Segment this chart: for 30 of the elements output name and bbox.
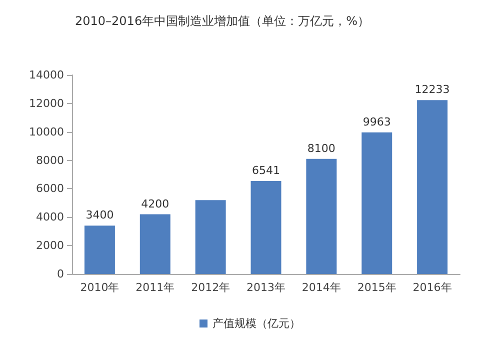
x-tick-label: 2011年 bbox=[136, 281, 175, 294]
x-tick-label: 2015年 bbox=[357, 281, 396, 294]
x-tick-label: 2010年 bbox=[80, 281, 120, 294]
bar bbox=[195, 200, 226, 274]
y-tick-label: 10000 bbox=[29, 125, 64, 138]
data-label: 12233 bbox=[414, 83, 450, 96]
y-tick-label: 4000 bbox=[36, 210, 64, 224]
data-label: 9963 bbox=[362, 115, 391, 128]
x-tick-label: 2013年 bbox=[246, 281, 286, 294]
data-label: 3400 bbox=[86, 208, 114, 222]
y-tick-label: 2000 bbox=[36, 239, 64, 252]
data-label: 4200 bbox=[141, 197, 170, 210]
x-tick-label: 2014年 bbox=[302, 281, 341, 294]
data-label: 6541 bbox=[252, 164, 280, 178]
bar bbox=[140, 214, 170, 274]
bar bbox=[417, 100, 448, 274]
x-tick-label: 2016年 bbox=[412, 281, 452, 294]
y-tick-label: 12000 bbox=[29, 96, 64, 110]
bar bbox=[306, 158, 337, 274]
data-label: 8100 bbox=[307, 142, 336, 155]
legend-label: 产值规模（亿元） bbox=[212, 317, 300, 330]
bar bbox=[250, 181, 282, 274]
y-tick-label: 0 bbox=[57, 268, 64, 280]
x-tick-label: 2012年 bbox=[191, 281, 230, 294]
y-tick-label: 6000 bbox=[36, 182, 64, 196]
bar bbox=[84, 226, 115, 274]
chart-title: 2010–2016年中国制造业增加值（单位：万亿元，%） bbox=[75, 14, 370, 28]
y-tick-label: 8000 bbox=[36, 154, 64, 167]
bar bbox=[362, 132, 392, 274]
y-tick-label: 14000 bbox=[29, 68, 64, 82]
